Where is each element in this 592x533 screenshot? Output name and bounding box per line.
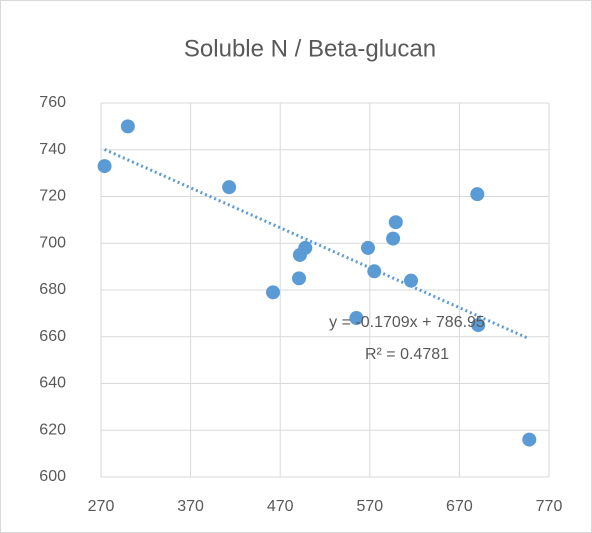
point	[522, 432, 537, 447]
x-tick-label: 670	[446, 498, 473, 515]
y-tick-label: 720	[39, 188, 66, 205]
x-tick-label: 470	[267, 498, 294, 515]
point	[471, 318, 486, 333]
point	[367, 264, 382, 279]
x-tick-label: 270	[88, 498, 115, 515]
x-tick-label: 370	[177, 498, 204, 515]
trendline-r2: R² = 0.4781	[365, 346, 449, 363]
point	[222, 180, 237, 195]
point	[266, 285, 281, 300]
y-tick-label: 620	[39, 421, 66, 438]
y-tick-label: 660	[39, 328, 66, 345]
chart-title: Soluble N / Beta-glucan	[184, 35, 436, 62]
point	[404, 273, 419, 288]
y-tick-label: 760	[39, 94, 66, 111]
y-tick-label: 600	[39, 468, 66, 485]
point	[388, 215, 403, 230]
point	[386, 231, 401, 246]
point	[349, 311, 364, 326]
x-tick-label: 770	[536, 498, 563, 515]
y-tick-label: 680	[39, 281, 66, 298]
point	[298, 240, 313, 255]
y-tick-label: 700	[39, 234, 66, 251]
point	[120, 119, 135, 134]
y-tick-label: 740	[39, 141, 66, 158]
x-tick-label: 570	[356, 498, 383, 515]
point	[292, 271, 307, 286]
point	[97, 159, 112, 174]
point	[470, 187, 485, 202]
trendline-equation: y = -0.1709x + 786.95	[329, 314, 485, 331]
point	[361, 240, 376, 255]
y-tick-label: 640	[39, 375, 66, 392]
